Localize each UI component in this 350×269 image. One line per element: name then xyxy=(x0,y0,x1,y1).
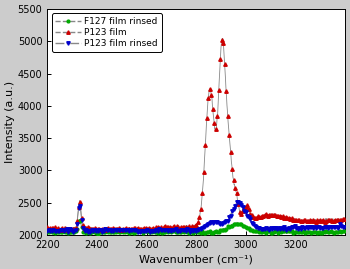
F127 film rinsed xyxy=(63,230,68,233)
F127 film rinsed xyxy=(45,230,49,233)
Y-axis label: Intensity (a.u.): Intensity (a.u.) xyxy=(5,81,15,163)
F127 film rinsed xyxy=(219,228,223,232)
Legend: F127 film rinsed, P123 film, P123 film rinsed: F127 film rinsed, P123 film, P123 film r… xyxy=(52,13,161,52)
P123 film rinsed xyxy=(45,229,49,232)
P123 film xyxy=(64,225,68,229)
X-axis label: Wavenumber (cm⁻¹): Wavenumber (cm⁻¹) xyxy=(139,254,253,264)
F127 film rinsed xyxy=(236,222,240,225)
P123 film xyxy=(272,214,276,217)
F127 film rinsed xyxy=(272,230,276,233)
P123 film xyxy=(302,220,307,223)
F127 film rinsed xyxy=(343,231,347,234)
P123 film xyxy=(45,226,49,229)
P123 film rinsed xyxy=(272,226,276,229)
P123 film xyxy=(343,217,347,220)
P123 film rinsed xyxy=(302,226,307,230)
F127 film rinsed xyxy=(77,218,82,221)
P123 film rinsed xyxy=(226,218,231,221)
P123 film rinsed xyxy=(236,199,240,203)
P123 film rinsed xyxy=(218,222,223,225)
P123 film xyxy=(218,51,223,54)
F127 film rinsed xyxy=(302,231,307,234)
P123 film xyxy=(227,129,231,132)
Line: P123 film rinsed: P123 film rinsed xyxy=(46,199,347,235)
Line: P123 film: P123 film xyxy=(46,37,347,232)
F127 film rinsed xyxy=(165,232,169,235)
Line: F127 film rinsed: F127 film rinsed xyxy=(46,218,346,235)
P123 film rinsed xyxy=(158,232,162,235)
P123 film xyxy=(220,37,225,40)
F127 film rinsed xyxy=(227,225,231,228)
P123 film rinsed xyxy=(63,228,68,231)
P123 film rinsed xyxy=(343,225,347,228)
P123 film rinsed xyxy=(235,201,239,204)
P123 film xyxy=(55,229,60,232)
P123 film xyxy=(236,201,240,204)
